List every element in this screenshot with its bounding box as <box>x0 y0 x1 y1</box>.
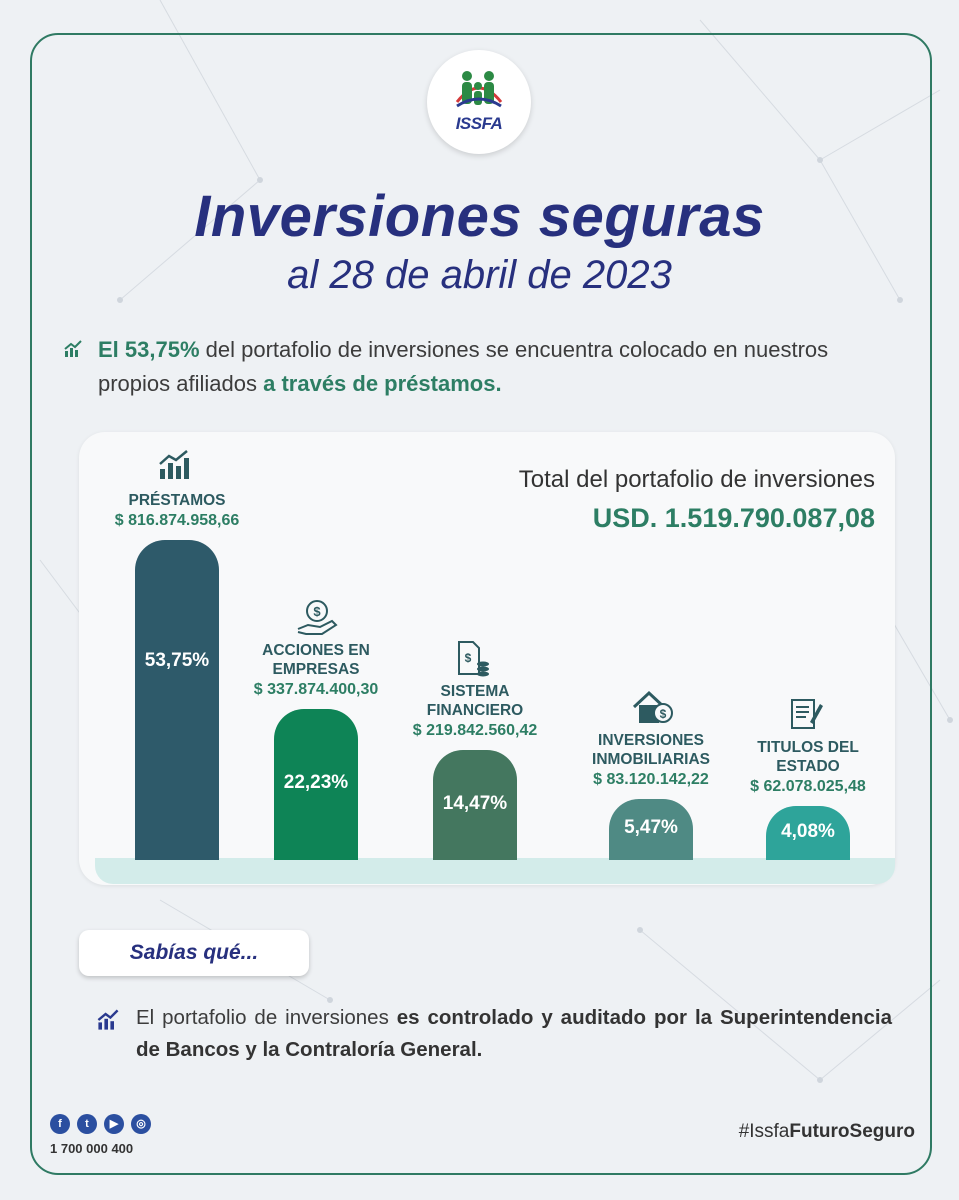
svg-text:$: $ <box>660 707 667 721</box>
page-subtitle: al 28 de abril de 2023 <box>287 253 672 297</box>
bar-5: 4,08% <box>766 806 850 860</box>
bar-value-label: 4,08% <box>781 821 835 843</box>
page-title: Inversiones seguras <box>194 184 765 249</box>
hashtag-prefix: #Issfa <box>738 1121 790 1142</box>
bar-value-label: 5,47% <box>624 817 678 839</box>
category-label: ACCIONES EN EMPRESAS <box>262 641 370 678</box>
footer-note: El portafolio de inversiones es controla… <box>136 1002 892 1066</box>
content-frame <box>30 33 932 1175</box>
twitter-icon[interactable]: t <box>77 1114 97 1134</box>
document-coins-icon: $ <box>455 640 491 683</box>
total-label: Total del portafolio de inversiones <box>518 466 875 493</box>
intro-body: del portafolio de inversiones se encuent… <box>98 337 829 396</box>
issfa-logo: ISSFA <box>427 50 531 154</box>
chart-baseline <box>95 858 895 884</box>
house-dollar-icon: $ <box>631 689 675 732</box>
bar-value-label: 14,47% <box>442 793 508 815</box>
facebook-icon[interactable]: f <box>50 1114 70 1134</box>
bar-2: 22,23% <box>274 708 358 860</box>
category-label: SISTEMA FINANCIERO <box>426 683 524 720</box>
bar-value-label: 53,75% <box>144 650 210 671</box>
logo-text: ISSFA <box>455 114 503 133</box>
intro-highlight-loans: a través de préstamos. <box>263 371 502 396</box>
growth-bullet-icon <box>64 340 82 357</box>
hashtag-bold: FuturoSeguro <box>789 1121 915 1142</box>
category-amount: $ 219.842.560,42 <box>412 722 538 740</box>
certificate-icon <box>788 696 824 737</box>
category-label: INVERSIONES INMOBILIARIAS <box>592 731 710 768</box>
note-text: El portafolio de inversiones <box>136 1006 397 1029</box>
youtube-icon[interactable]: ▶ <box>104 1114 124 1134</box>
category-amount: $ 83.120.142,22 <box>593 770 709 788</box>
bar-4: 5,47% <box>609 798 693 860</box>
total-value: USD. 1.519.790.087,08 <box>592 503 875 533</box>
instagram-icon[interactable]: ◎ <box>131 1114 151 1134</box>
category-label: TITULOS DEL ESTADO <box>757 739 859 776</box>
intro-text: El 53,75% del portafolio de inversiones … <box>98 333 898 401</box>
family-icon <box>455 71 503 108</box>
bar-1: 53,75% <box>135 540 219 860</box>
bar-value-label: 22,23% <box>283 772 349 794</box>
category-label: PRÉSTAMOS <box>128 492 226 509</box>
bar-3: 14,47% <box>433 750 517 860</box>
svg-text:$: $ <box>465 651 472 665</box>
hand-coin-icon: $ <box>296 599 338 642</box>
growth-chart-icon <box>157 449 191 486</box>
intro-highlight-percent: El 53,75% <box>98 337 200 362</box>
growth-bullet-icon <box>97 1009 119 1030</box>
note-bold-text: es controlado y auditado por la Superint… <box>136 1006 892 1061</box>
svg-text:$: $ <box>313 604 321 619</box>
hashtag: #IssfaFuturoSeguro <box>739 1121 915 1143</box>
phone-number[interactable]: 1 700 000 400 <box>50 1141 134 1156</box>
category-amount: $ 337.874.400,30 <box>253 680 379 698</box>
sabias-que-label: Sabías qué... <box>79 930 309 976</box>
category-amount: $ 62.078.025,48 <box>750 778 866 796</box>
category-amount: $ 816.874.958,66 <box>114 512 240 529</box>
